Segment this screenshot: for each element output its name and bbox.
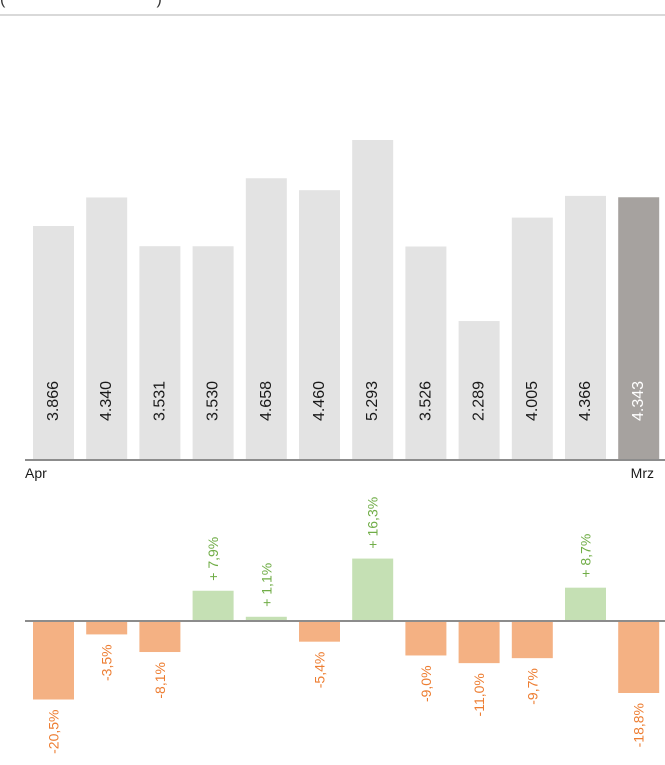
value-bar: [33, 226, 74, 459]
monthly-change-chart: -20,5% -3,5% -8,1% + 7,9% + 1,1% -5,4% + 16,3%…: [25, 497, 665, 754]
positive-change-bar: [352, 558, 394, 621]
change-label: -3,5%: [99, 644, 115, 681]
change-label: -11,0%: [471, 673, 487, 716]
value-label: 3.526: [417, 381, 434, 421]
change-label: -9,0%: [418, 665, 434, 702]
value-label: 4.366: [577, 381, 594, 421]
value-label: 4.658: [258, 381, 275, 421]
value-bar: [86, 197, 128, 459]
value-bar: [139, 246, 181, 459]
value-label: 3.531: [151, 381, 168, 421]
chart-caption: ( ): [0, 0, 162, 9]
change-label: -9,7%: [524, 668, 540, 705]
change-label: -5,4%: [312, 652, 328, 689]
x-axis-end-label: Mrz: [631, 465, 654, 481]
change-label: + 7,9%: [205, 537, 221, 581]
change-label: + 1,1%: [258, 563, 274, 607]
value-bar: [192, 246, 234, 459]
negative-change-bar: [511, 621, 553, 659]
negative-change-bar: [33, 621, 74, 700]
value-label: 3.530: [205, 381, 222, 421]
negative-change-bar: [299, 621, 340, 642]
value-label: 2.289: [471, 381, 488, 421]
value-label: 4.460: [311, 381, 328, 421]
value-bar: [405, 246, 447, 459]
value-label: 4.340: [98, 381, 115, 421]
value-label: 5.293: [364, 381, 381, 421]
negative-change-bar: [405, 621, 447, 656]
value-label: 4.343: [630, 381, 647, 421]
x-axis-start-label: Apr: [25, 465, 47, 481]
negative-change-bar: [139, 621, 181, 653]
negative-change-bar: [86, 621, 128, 635]
monthly-values-chart: 3.866 4.340 3.531 3.530 4.658 4.460 5.293 3.526…: [25, 140, 665, 481]
negative-change-bar: [458, 621, 500, 664]
value-bar: [299, 190, 340, 459]
value-bar: [245, 178, 287, 459]
change-label: -20,5%: [46, 710, 62, 754]
value-bar: [511, 217, 553, 459]
change-label: + 8,7%: [578, 534, 594, 578]
change-label: -8,1%: [152, 662, 168, 699]
positive-change-bar: [565, 587, 606, 621]
value-bar: [352, 140, 394, 459]
change-label: -18,8%: [631, 703, 647, 747]
value-label: 3.866: [45, 381, 62, 421]
value-bar: [565, 195, 606, 459]
value-label: 4.005: [524, 381, 541, 421]
positive-change-bar: [245, 616, 287, 621]
change-label: + 16,3%: [365, 497, 381, 549]
value-bar: [458, 321, 500, 459]
positive-change-bar: [192, 590, 234, 621]
value-bar: [618, 197, 660, 459]
negative-change-bar: [618, 621, 660, 694]
